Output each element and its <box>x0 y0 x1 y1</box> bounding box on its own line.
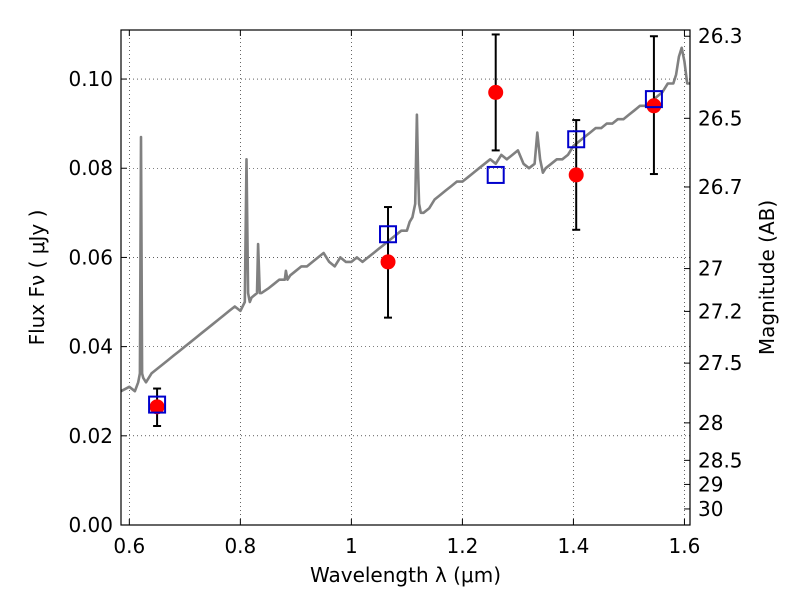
grid <box>121 30 690 526</box>
right-tick-label: 30 <box>698 497 723 521</box>
y-axis-right-label: Magnitude (AB) <box>755 200 779 355</box>
plot-frame <box>120 29 691 526</box>
axis-ticks: 0.6 0.8 1 1.2 1.4 1.6 0.00 0.02 0.04 0.06 0.08 0.10… <box>68 24 742 558</box>
observed-point <box>646 98 662 114</box>
observed-point <box>488 84 504 100</box>
model-points <box>148 90 663 414</box>
right-tick-label: 26.3 <box>698 24 743 48</box>
right-tick-label: 27.2 <box>698 299 743 323</box>
y-tick-label: 0.02 <box>68 424 113 448</box>
right-tick-label: 29 <box>698 472 723 496</box>
y-tick-label: 0.10 <box>68 67 113 91</box>
spectrum-series <box>120 46 690 393</box>
right-tick-label: 27 <box>698 257 723 281</box>
y-tick-label: 0.00 <box>68 513 113 537</box>
y-tick-label: 0.08 <box>68 156 113 180</box>
observed-points <box>149 84 662 415</box>
x-tick-label: 0.6 <box>113 534 145 558</box>
model-point <box>567 130 586 149</box>
spectrum-line <box>120 46 690 393</box>
y-tick-label: 0.04 <box>68 335 113 359</box>
x-axis-label: Wavelength λ (μm) <box>310 563 501 587</box>
observed-point <box>568 167 584 183</box>
x-tick-label: 0.8 <box>224 534 256 558</box>
model-point <box>644 90 663 109</box>
right-tick-label: 26.7 <box>698 175 743 199</box>
right-tick-label: 26.5 <box>698 106 743 130</box>
x-tick-label: 1.6 <box>669 534 701 558</box>
model-point <box>148 395 167 414</box>
observed-point <box>380 254 396 270</box>
right-tick-label: 28 <box>698 411 723 435</box>
x-tick-label: 1 <box>345 534 358 558</box>
x-tick-label: 1.2 <box>446 534 478 558</box>
y-axis-label: Flux Fν ( μJy ) <box>25 210 49 346</box>
model-point <box>486 165 505 184</box>
x-tick-label: 1.4 <box>558 534 590 558</box>
right-tick-label: 27.5 <box>698 351 743 375</box>
model-point <box>379 225 398 244</box>
y-tick-label: 0.06 <box>68 245 113 269</box>
right-tick-label: 28.5 <box>698 448 743 472</box>
observed-point <box>149 399 165 415</box>
